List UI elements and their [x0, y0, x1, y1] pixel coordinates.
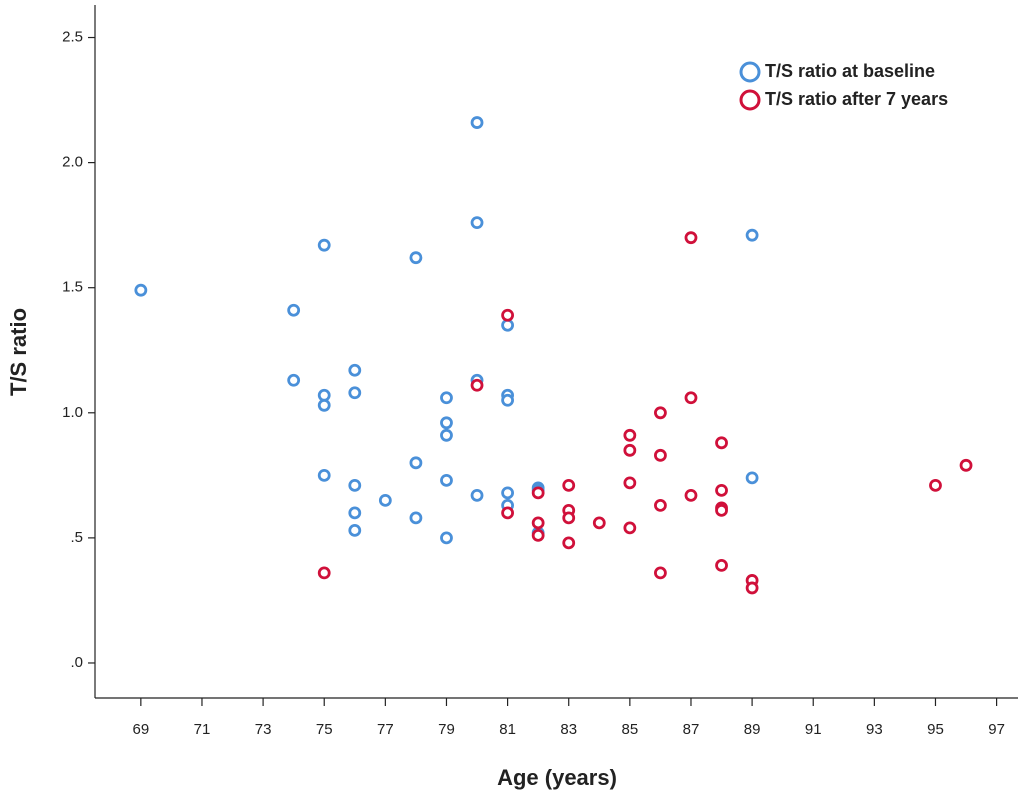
point — [501, 318, 514, 332]
point — [317, 388, 331, 402]
point — [287, 303, 301, 317]
x-tick-label: 79 — [438, 721, 455, 738]
point — [501, 393, 514, 407]
point — [623, 443, 637, 457]
point — [501, 506, 514, 520]
point — [929, 478, 942, 492]
x-tick-label: 81 — [499, 721, 516, 738]
x-tick-label: 97 — [988, 721, 1005, 738]
point — [409, 251, 423, 265]
point — [317, 566, 331, 580]
point — [562, 478, 576, 492]
x-tick-label: 77 — [377, 721, 394, 738]
point — [959, 458, 973, 472]
point — [409, 511, 423, 525]
x-tick-label: 75 — [316, 721, 333, 738]
x-tick-label: 73 — [255, 721, 272, 738]
point — [134, 283, 148, 297]
point — [623, 521, 637, 535]
y-tick-label: 1.0 — [62, 404, 83, 421]
point — [317, 398, 331, 412]
point — [317, 238, 331, 252]
point — [317, 468, 331, 482]
point — [440, 416, 453, 430]
point — [592, 516, 606, 530]
point — [348, 506, 362, 520]
legend-label: T/S ratio at baseline — [765, 61, 935, 81]
x-axis-label: Age (years) — [497, 765, 617, 790]
point — [348, 363, 362, 377]
point — [378, 493, 392, 507]
point — [715, 483, 728, 497]
legend-label: T/S ratio after 7 years — [765, 89, 948, 109]
point — [470, 216, 484, 230]
x-tick-label: 69 — [133, 721, 150, 738]
point — [531, 528, 545, 542]
y-tick-label: .5 — [70, 529, 83, 546]
point — [348, 386, 362, 400]
x-tick-label: 93 — [866, 721, 883, 738]
point — [531, 486, 545, 500]
point — [715, 436, 728, 450]
point — [409, 456, 423, 470]
x-tick-label: 87 — [683, 721, 700, 738]
point — [684, 391, 698, 405]
y-tick-label: 2.5 — [62, 28, 83, 45]
x-tick-label: 83 — [560, 721, 577, 738]
point — [654, 498, 667, 512]
x-tick-label: 71 — [194, 721, 211, 738]
legend-marker — [739, 61, 761, 83]
point — [501, 308, 514, 322]
point — [623, 428, 637, 442]
y-tick-label: 2.0 — [62, 154, 83, 171]
point — [470, 488, 484, 502]
x-tick-label: 89 — [744, 721, 761, 738]
point — [684, 488, 698, 502]
point — [715, 559, 728, 572]
point — [440, 473, 453, 487]
point — [562, 511, 576, 525]
point — [715, 503, 728, 517]
legend-marker — [739, 89, 761, 111]
point — [440, 428, 453, 442]
point — [684, 231, 698, 245]
point — [745, 471, 759, 485]
point — [287, 373, 301, 387]
point — [440, 391, 453, 405]
y-tick-label: .0 — [70, 654, 83, 671]
point — [531, 516, 545, 530]
point — [654, 406, 667, 420]
point — [654, 448, 667, 462]
point — [745, 228, 759, 242]
point — [745, 581, 759, 595]
y-tick-label: 1.5 — [62, 279, 83, 296]
point — [654, 566, 667, 580]
point — [440, 531, 453, 545]
x-tick-label: 85 — [622, 721, 639, 738]
point — [348, 478, 362, 492]
point — [623, 476, 637, 490]
point — [470, 116, 484, 129]
y-axis-label: T/S ratio — [6, 308, 31, 396]
point — [470, 378, 484, 392]
point — [501, 486, 514, 500]
point — [348, 523, 362, 537]
x-tick-label: 91 — [805, 721, 822, 738]
point — [562, 536, 576, 550]
x-tick-label: 95 — [927, 721, 944, 738]
